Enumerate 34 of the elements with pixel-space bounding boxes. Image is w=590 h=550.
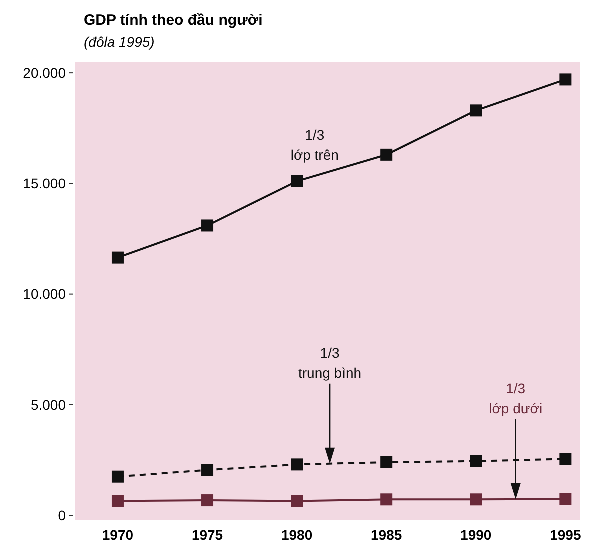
x-tick-label: 1995 (550, 527, 582, 543)
x-tick-label: 1980 (281, 527, 313, 543)
x-tick-label: 1985 (371, 527, 402, 543)
point (380, 456, 393, 468)
point (470, 494, 482, 506)
point (560, 74, 572, 86)
point (112, 470, 124, 483)
x-tick-label: 1970 (102, 527, 134, 543)
text: 1/3 trung bình (298, 344, 362, 381)
y-tick-label: 0 (58, 507, 66, 524)
point (380, 494, 393, 506)
point (202, 494, 214, 507)
y-tick-label: 20.000 (23, 64, 66, 81)
chart-title: GDP tính theo đầu người (84, 12, 263, 29)
point (202, 220, 214, 232)
y-tick-label: 10.000 (23, 286, 66, 302)
x-tick-label: 1975 (192, 527, 224, 543)
point (112, 495, 124, 508)
point (202, 464, 214, 476)
point (112, 252, 124, 264)
point (560, 453, 572, 466)
text: 1/3 lớp dưới (489, 380, 543, 416)
chart-subtitle: (đôla 1995) (84, 34, 155, 50)
point (470, 455, 482, 468)
series-label: 1/3 lớp trên (290, 127, 339, 164)
point (470, 104, 482, 117)
x-tick-label: 1990 (460, 527, 492, 543)
y-tick-label: 15.000 (23, 176, 66, 192)
point (291, 458, 304, 471)
y-tick-label: 5.000 (30, 396, 66, 413)
point (380, 148, 393, 161)
point (291, 495, 304, 508)
point (291, 175, 304, 188)
point (560, 493, 572, 506)
